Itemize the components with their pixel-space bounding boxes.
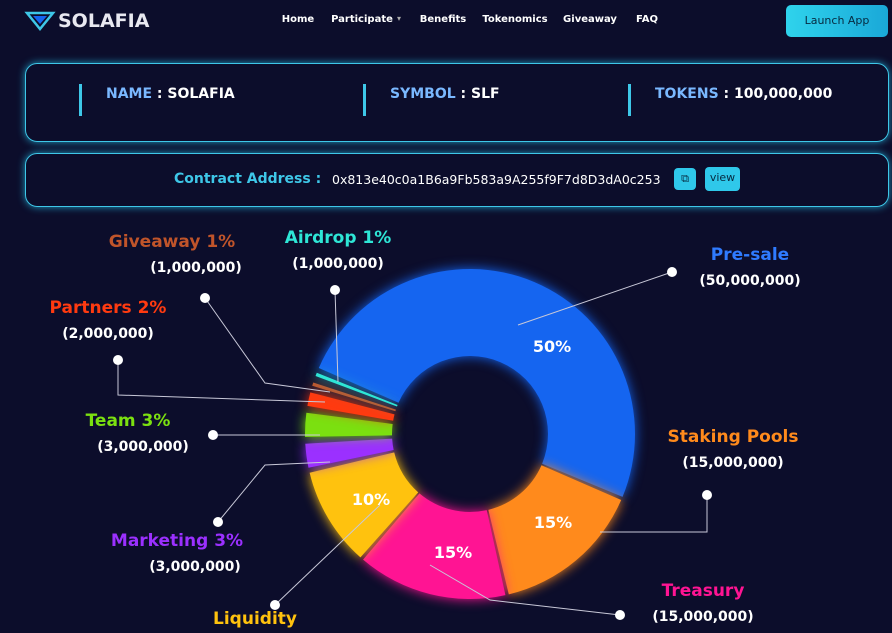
leader-line [204, 297, 331, 393]
segment-name: Staking Pools [668, 427, 799, 447]
donut-segment [309, 452, 419, 558]
segment-percent: 10% [352, 490, 390, 509]
leader-dot [615, 610, 625, 620]
info-label: TOKENS [655, 86, 719, 102]
donut-segment [315, 372, 398, 407]
segment-amount: (50,000,000) [699, 273, 800, 289]
segment-name: Marketing 3% [111, 531, 243, 551]
segment-name: Team 3% [86, 411, 171, 431]
contract-label: Contract Address : [174, 171, 322, 187]
nav-link[interactable]: Participate [331, 14, 393, 25]
info-label: SYMBOL [390, 86, 456, 102]
nav-link[interactable]: Giveaway [563, 14, 617, 25]
donut-segment [363, 493, 506, 599]
info-label: NAME [106, 86, 153, 102]
segment-amount: (2,000,000) [62, 326, 154, 342]
segment-name: Airdrop 1% [285, 228, 392, 248]
logo-icon [24, 11, 56, 31]
info-item: NAME : SOLAFIA [79, 84, 235, 116]
segment-percent: 15% [434, 543, 472, 562]
info-item: SYMBOL : SLF [363, 84, 500, 116]
donut-segment [318, 269, 636, 497]
leader-line [274, 504, 381, 606]
segment-amount: (1,000,000) [150, 260, 242, 276]
nav-link[interactable]: Benefits [419, 14, 467, 25]
leader-dot [270, 600, 280, 610]
segment-amount: (15,000,000) [682, 455, 783, 471]
segment-percent: 15% [534, 513, 572, 532]
leader-dot [113, 355, 123, 365]
view-button[interactable]: view [705, 167, 740, 191]
donut-segment [312, 382, 396, 412]
nav-link[interactable]: Home [281, 14, 315, 25]
info-box: NAME : SOLAFIA SYMBOL : SLF TOKENS : 100… [25, 63, 889, 142]
leader-dot [208, 430, 218, 440]
leader-line [429, 564, 621, 616]
segment-name: Giveaway 1% [109, 232, 235, 252]
leader-line [217, 461, 331, 523]
segment-amount: (3,000,000) [97, 439, 189, 455]
donut-segment [305, 412, 393, 437]
segment-amount: (15,000,000) [652, 609, 753, 625]
contract-box: Contract Address : 0x813e40c0a1B6a9Fb583… [25, 153, 889, 207]
segment-name: Treasury [662, 581, 745, 601]
info-value: : SOLAFIA [156, 86, 235, 102]
segment-amount: (3,000,000) [149, 559, 241, 575]
info-value: : SLF [460, 86, 500, 102]
leader-dot [200, 293, 210, 303]
launch-button[interactable]: Launch App [786, 5, 888, 37]
segment-percent: 50% [533, 337, 571, 356]
leader-dot [213, 517, 223, 527]
leader-line [334, 289, 339, 383]
leader-dot [667, 267, 677, 277]
leader-dot [702, 490, 712, 500]
donut-segment [305, 438, 394, 468]
nav-link[interactable]: FAQ [636, 14, 658, 25]
leader-line [600, 495, 708, 533]
contract-address: 0x813e40c0a1B6a9Fb583a9A255f9F7d8D3dA0c2… [332, 172, 661, 187]
brand[interactable]: SOLAFIA [58, 10, 150, 32]
info-item: TOKENS : 100,000,000 [628, 84, 832, 116]
leader-dot [330, 285, 340, 295]
caret: ▾ [397, 14, 402, 23]
segment-name: Partners 2% [50, 298, 167, 318]
segment-amount: (1,000,000) [292, 256, 384, 272]
segment-name: Liquidity [213, 609, 297, 629]
leader-line [517, 271, 673, 326]
info-value: : 100,000,000 [723, 86, 833, 102]
segment-name: Pre-sale [711, 245, 789, 265]
leader-line [117, 360, 326, 403]
nav-link[interactable]: Tokenomics [482, 14, 548, 25]
donut-segment [307, 392, 395, 421]
copy-button[interactable]: ⧉ [674, 168, 696, 190]
donut-segment [488, 465, 622, 595]
